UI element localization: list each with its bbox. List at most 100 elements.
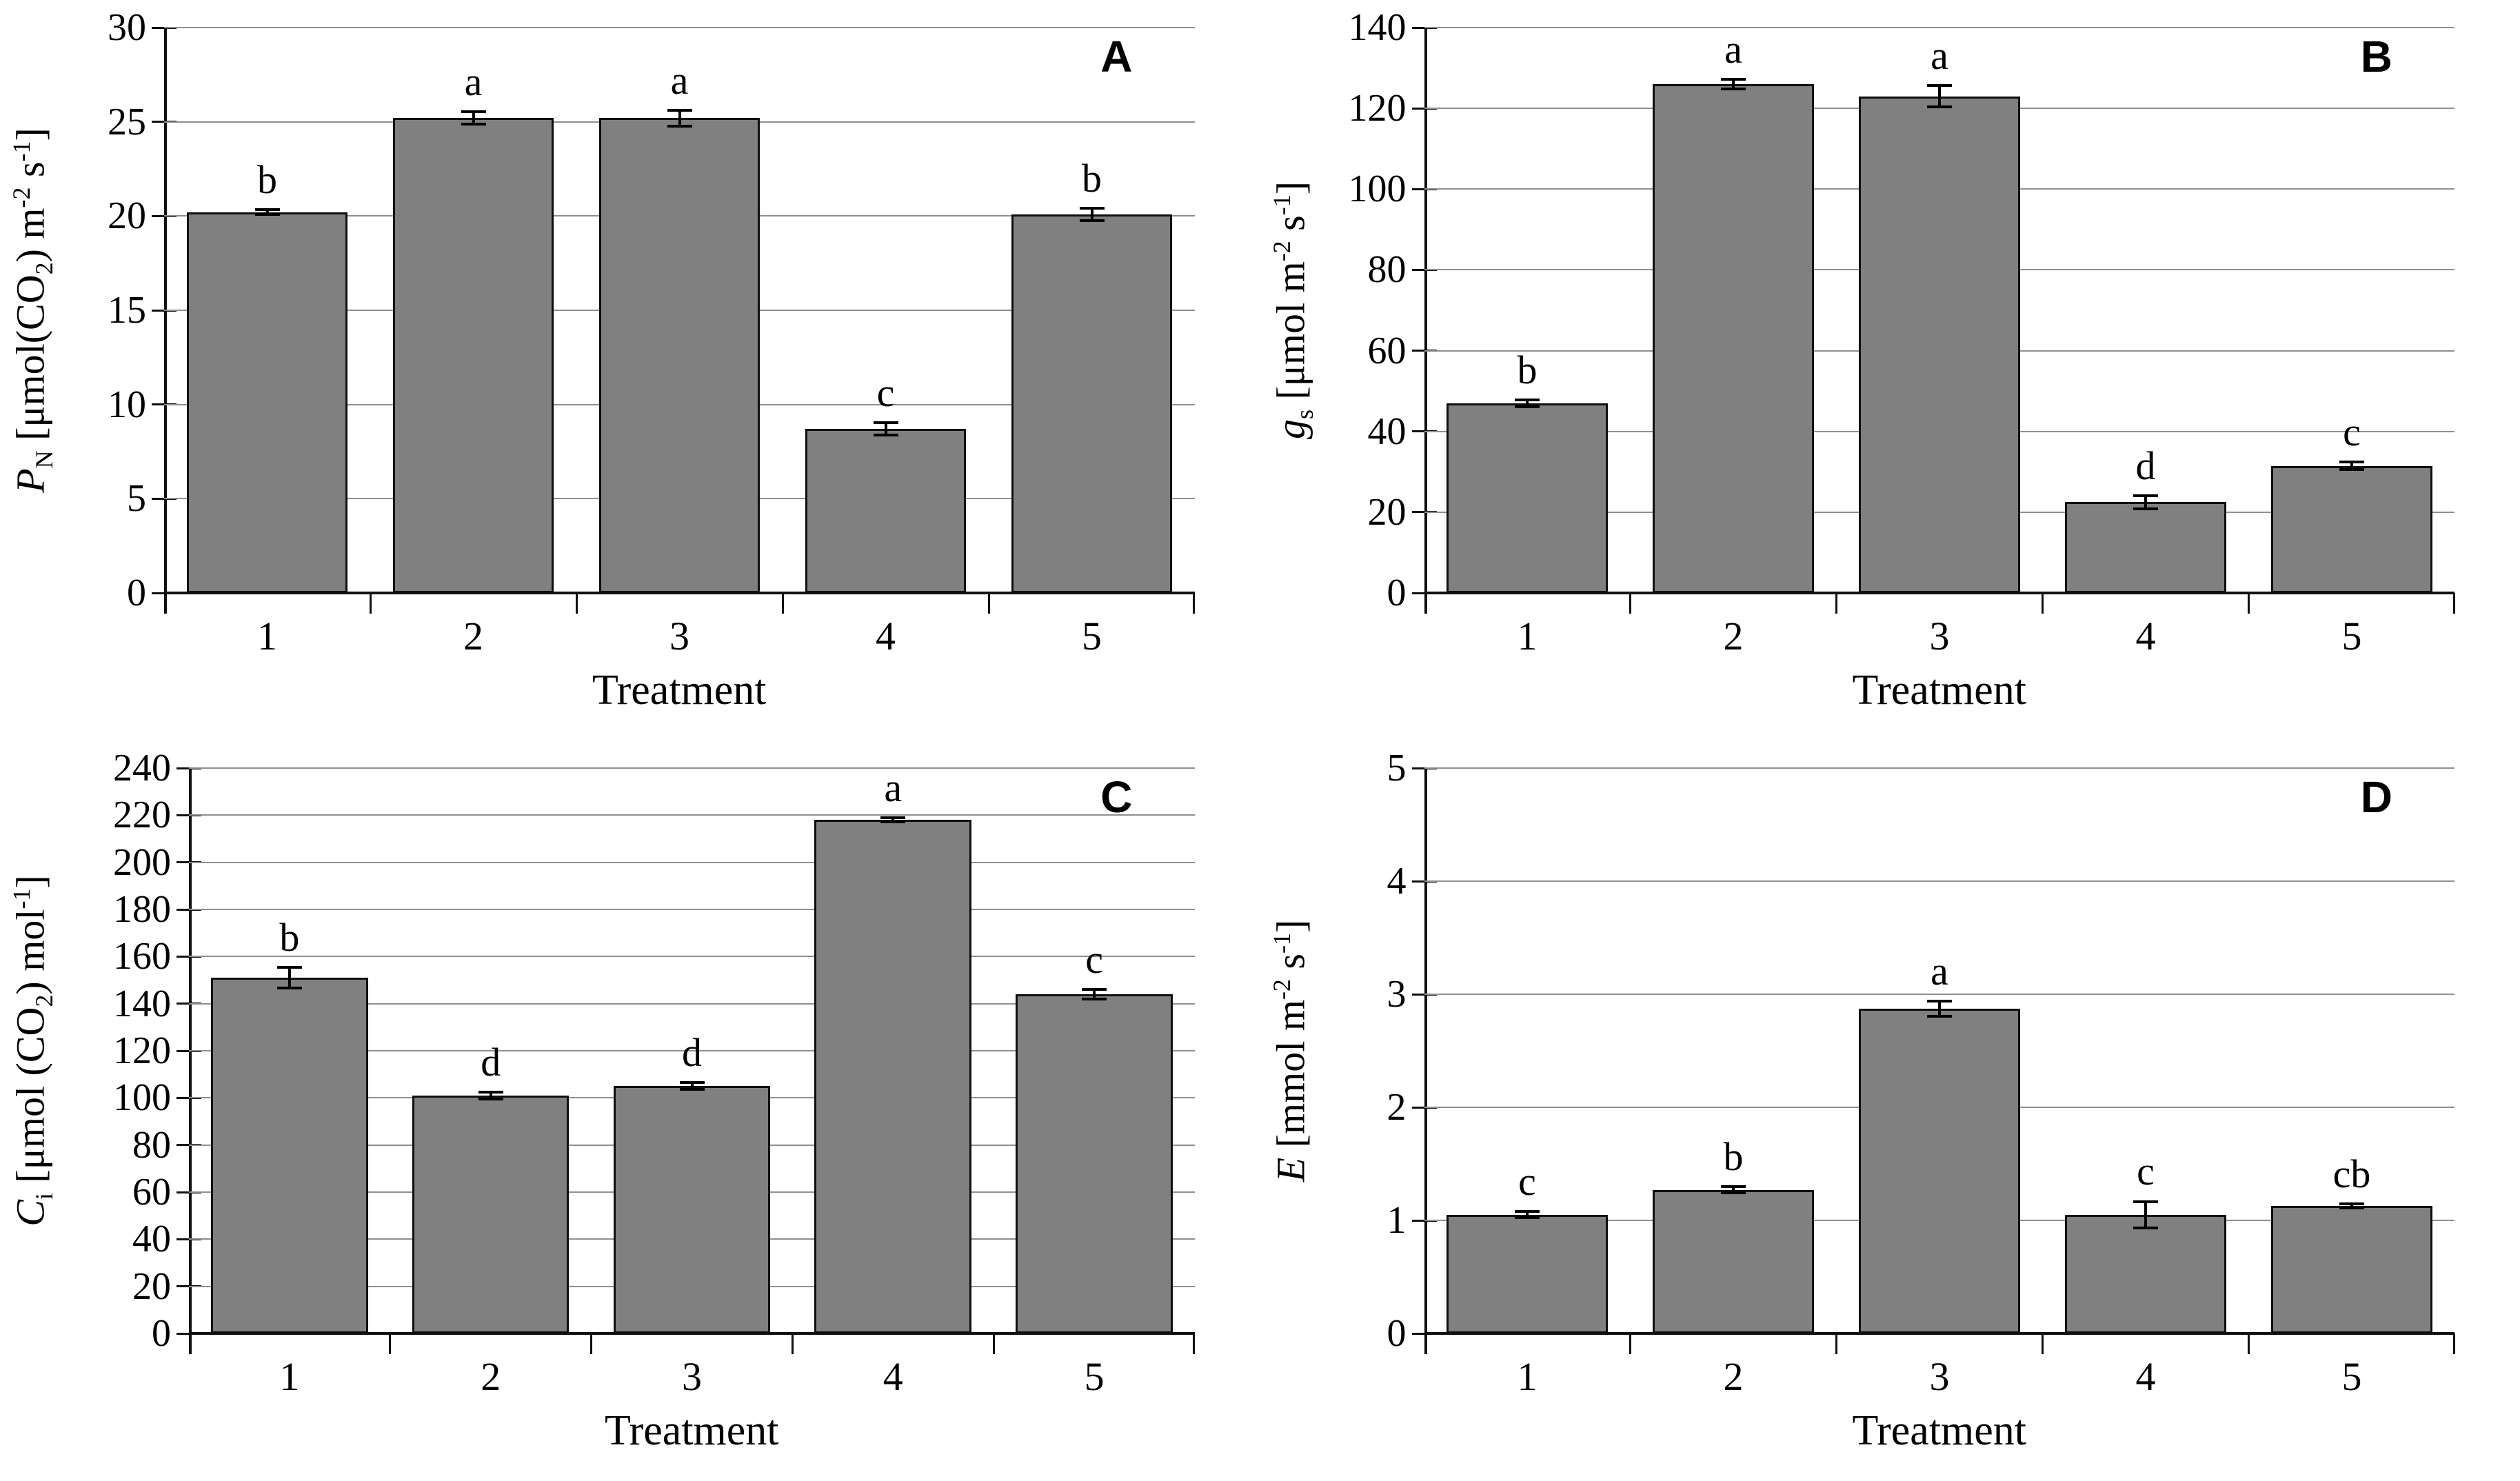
bar: [2065, 502, 2226, 593]
error-bar-line: [1090, 206, 1093, 222]
x-tick-label: 4: [876, 614, 896, 658]
bar: [805, 429, 967, 593]
error-bar-cap-top: [478, 1091, 503, 1094]
error-bar: [1515, 1210, 1540, 1220]
y-tick-label: 5: [1387, 747, 1407, 789]
error-bar-cap-bottom: [276, 987, 302, 990]
x-axis-labels: 1 2 3 4 5: [1424, 1333, 2455, 1402]
y-tick-label: 0: [152, 1312, 171, 1355]
y-axis-ticks: 0 5 10 15 20 25 30: [61, 8, 164, 612]
error-bar-line: [1732, 78, 1735, 90]
error-bar-line: [472, 110, 475, 126]
error-bar: [2133, 1200, 2158, 1230]
error-bar-cap-top: [667, 108, 692, 112]
error-bar-line: [2350, 461, 2353, 471]
sig-letter: b: [1082, 155, 1102, 201]
y-tick-label: 240: [113, 747, 171, 789]
error-bar: [2339, 1202, 2364, 1209]
panel-b: gs [μmol m-2 s-1] 0 20 40 60 80 100 120 140 B b…: [1260, 0, 2520, 740]
y-tick-label: 15: [108, 289, 146, 332]
gridline: [1424, 880, 2455, 882]
y-tick-label: 180: [113, 888, 171, 931]
sig-letter: a: [670, 57, 689, 103]
x-tick-mark: [575, 593, 578, 614]
y-tick-mark: [1411, 1332, 1437, 1335]
bar: [2271, 1205, 2432, 1333]
bar: [2271, 465, 2432, 593]
error-bar-cap-top: [1079, 206, 1105, 210]
y-axis-title-text: E [mmol m-2 s-1]: [1267, 919, 1313, 1182]
error-bar-line: [891, 816, 895, 824]
gridline: [189, 956, 1195, 958]
error-bar: [1927, 1000, 1952, 1018]
error-bar-line: [1938, 84, 1941, 109]
sig-letter: a: [1931, 33, 1948, 78]
gridline: [1424, 994, 2455, 995]
x-tick-label: 5: [2341, 614, 2362, 658]
y-tick-label: 2: [1387, 1086, 1407, 1129]
error-bar-cap-bottom: [1079, 219, 1105, 222]
y-tick-label: 60: [132, 1171, 171, 1213]
panel-a: PN [μmol(CO2) m-2 s-1] 0 5 10 15 20 25 30 A b a…: [0, 0, 1260, 740]
sig-letter: a: [464, 59, 483, 105]
error-bar-cap-bottom: [478, 1097, 503, 1100]
x-axis-labels: 1 2 3 4 5: [189, 1333, 1195, 1402]
x-tick-label: 2: [463, 614, 483, 658]
bar: [1859, 96, 2020, 593]
sig-letter: b: [1723, 1134, 1744, 1180]
x-tick-label: 4: [2135, 614, 2156, 658]
bar: [598, 118, 760, 593]
sig-letter: cb: [2332, 1151, 2371, 1196]
x-tick-label: 1: [279, 1354, 300, 1399]
error-bar-cap-bottom: [1082, 997, 1107, 1000]
bar: [1447, 403, 1608, 593]
y-tick-mark: [1411, 592, 1437, 594]
x-tick-label: 1: [1517, 1354, 1538, 1399]
y-axis-line: [1424, 768, 1427, 1354]
y-tick-label: 160: [113, 935, 171, 978]
x-tick-mark: [2248, 593, 2250, 614]
panel-letter: A: [1100, 32, 1133, 81]
y-tick-label: 4: [1387, 860, 1407, 903]
x-tick-label: 2: [1723, 1354, 1744, 1399]
x-axis-title: Treatment: [604, 1407, 779, 1454]
plot-area: D c b a c cb: [1411, 767, 2455, 1354]
plot-column: B b a a d c 1 2 3 4 5 Treatment: [1411, 26, 2520, 740]
x-tick-label: 5: [2341, 1354, 2362, 1399]
error-bar-cap-bottom: [2133, 1227, 2158, 1230]
sig-letter: d: [481, 1040, 501, 1085]
bar: [211, 978, 368, 1333]
y-tick-label: 120: [113, 1029, 171, 1072]
error-bar-cap-top: [1721, 78, 1746, 81]
error-bar-line: [1732, 1185, 1735, 1195]
x-axis-labels: 1 2 3 4 5: [164, 593, 1195, 662]
x-tick-mark: [987, 593, 990, 614]
sig-letter: b: [1517, 347, 1538, 392]
sig-letter: a: [884, 765, 903, 811]
bar: [412, 1095, 569, 1333]
x-axis-title: Treatment: [1852, 667, 2027, 714]
x-tick-label: 2: [481, 1354, 501, 1399]
error-bar-cap-top: [873, 421, 898, 425]
error-bar-cap-top: [2133, 1200, 2158, 1203]
y-axis-title: PN [μmol(CO2) m-2 s-1]: [0, 28, 61, 740]
sig-letter: c: [876, 370, 895, 416]
gridline: [189, 1003, 1195, 1005]
error-bar-line: [2144, 494, 2147, 510]
x-tick-mark: [2042, 593, 2044, 614]
gridline: [189, 861, 1195, 863]
x-tick-label: 5: [1082, 614, 1102, 658]
error-bar: [667, 108, 692, 128]
y-tick-label: 100: [113, 1076, 171, 1120]
y-tick-label: 220: [113, 794, 171, 837]
error-bar-cap-bottom: [679, 1088, 705, 1091]
error-bar: [1721, 78, 1746, 90]
error-bar-line: [2350, 1202, 2353, 1209]
error-bar-cap-bottom: [1927, 105, 1952, 109]
error-bar-cap-top: [1082, 988, 1107, 991]
sig-letter: c: [2137, 1149, 2155, 1194]
error-bar-cap-top: [461, 110, 486, 114]
sig-letter: d: [2135, 443, 2156, 488]
y-tick-label: 60: [1367, 329, 1407, 372]
